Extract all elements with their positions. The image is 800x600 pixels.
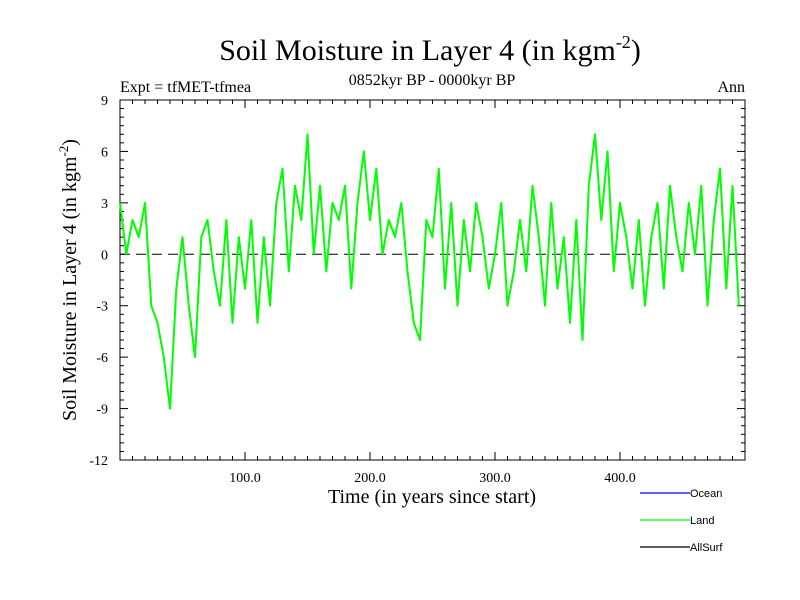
chart-title-main: Soil Moisture in Layer 4 (in kgm — [219, 34, 616, 67]
x-axis-ticks — [132, 100, 733, 460]
y-tick-label: 9 — [101, 94, 108, 109]
legend-label-allsurf: AllSurf — [690, 542, 723, 554]
series-group — [119, 133, 740, 410]
x-tick-label: 100.0 — [229, 471, 261, 486]
legend-label-ocean: Ocean — [690, 488, 722, 500]
legend: Ocean Land AllSurf — [640, 488, 723, 554]
chart-title-exponent: -2 — [616, 32, 631, 52]
series-line-land — [119, 133, 740, 410]
subtitle-center: 0852kyr BP - 0000kyr BP — [349, 72, 516, 89]
x-tick-label: 200.0 — [354, 471, 386, 486]
y-tick-label: -3 — [96, 300, 108, 315]
y-axis-tick-labels: 9 6 3 0 -3 -6 -9 -12 — [89, 94, 108, 469]
y-axis-label: Soil Moisture in Layer 4 (in kgm-2) — [56, 139, 81, 421]
legend-label-land: Land — [690, 515, 714, 527]
chart-title: Soil Moisture in Layer 4 (in kgm-2) — [219, 32, 641, 67]
y-tick-label: -6 — [96, 351, 108, 366]
subtitle-right: Ann — [717, 79, 745, 96]
y-axis-label-suffix: ) — [59, 139, 81, 146]
x-tick-label: 300.0 — [479, 471, 511, 486]
y-tick-label: -12 — [89, 454, 108, 469]
y-axis-label-main: Soil Moisture in Layer 4 (in kgm — [59, 156, 81, 421]
x-axis-tick-labels: 100.0 200.0 300.0 400.0 — [229, 471, 636, 486]
y-axis-label-exponent: -2 — [56, 146, 71, 157]
y-tick-label: -9 — [96, 403, 108, 418]
x-tick-label: 400.0 — [604, 471, 636, 486]
x-axis-label: Time (in years since start) — [328, 486, 536, 508]
plot-frame — [119, 99, 746, 461]
y-tick-label: 3 — [101, 197, 108, 212]
chart-title-suffix: ) — [631, 34, 641, 67]
y-axis-ticks — [120, 99, 745, 461]
y-tick-label: 6 — [101, 145, 108, 160]
y-tick-label: 0 — [101, 248, 108, 263]
subtitle-left: Expt = tfMET-tfmea — [120, 79, 251, 96]
